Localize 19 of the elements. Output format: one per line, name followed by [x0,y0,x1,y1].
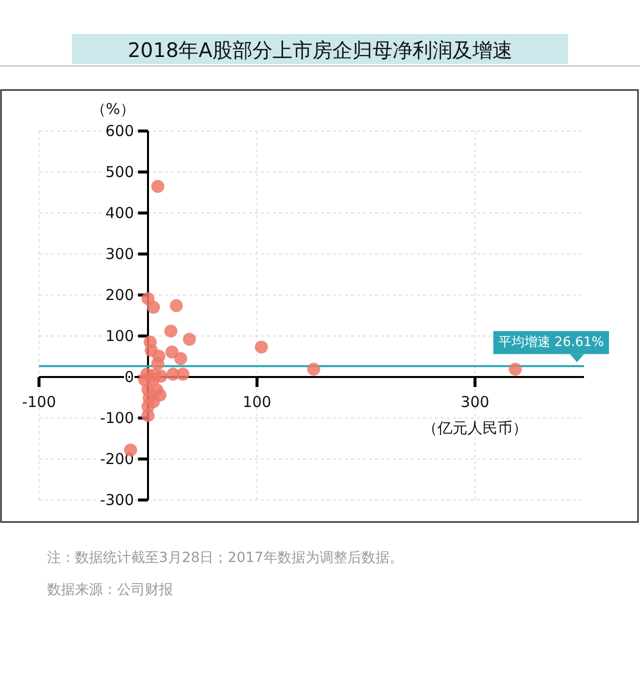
y-tick-label: 300 [105,245,134,263]
text: 注：数据统计截至3月28日；2017年数据为调整后数据。 [47,550,404,566]
chart-title: 2018年A股部分上市房企归母净利润及增速 [128,38,512,62]
y-tick-label: 600 [105,122,134,140]
source-note: 数据来源：公司财报 [47,582,173,598]
ref-line-label: 平均增速 26.61% [498,335,604,350]
x-tick-label: 100 [242,393,272,411]
y-tick-label: 400 [105,204,134,222]
y-tick-label: 200 [105,286,134,304]
y-tick-label: 100 [105,327,134,345]
y-tick-label: -300 [100,491,134,509]
y-axis-title: （%） [90,100,136,118]
y-tick-label: -200 [100,450,134,468]
x-axis-title: （亿元人民币） [422,419,528,437]
x-tick-label: -100 [22,393,56,411]
x-tick-label: 300 [460,393,490,411]
y-tick-label: 500 [105,163,134,181]
reference-label: 平均增速 26.61% [493,331,609,362]
y-tick-label: -100 [100,409,134,427]
